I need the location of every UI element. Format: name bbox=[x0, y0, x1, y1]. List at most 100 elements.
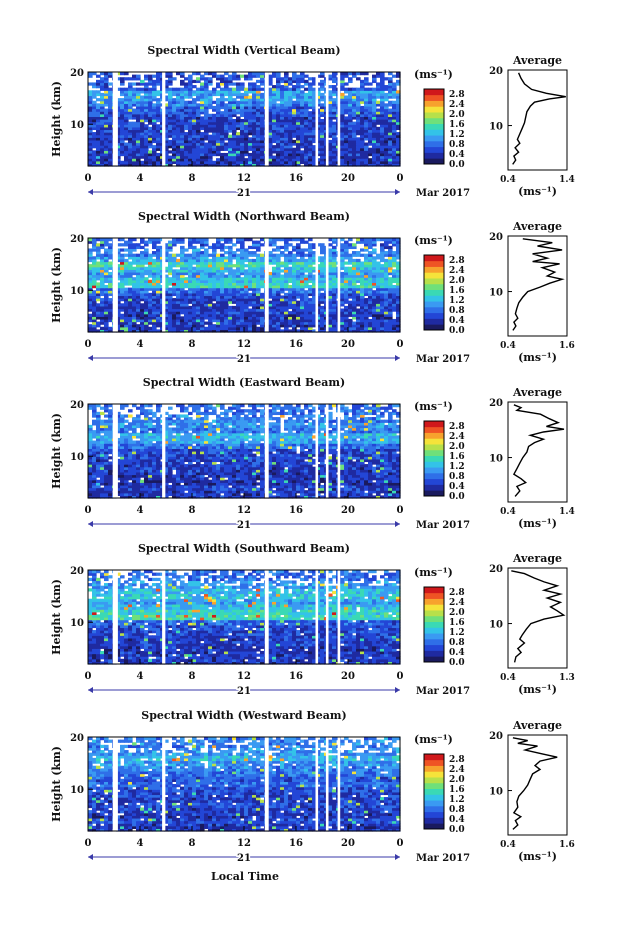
heatmap-cell bbox=[168, 145, 173, 149]
heatmap-cell bbox=[352, 92, 357, 97]
heatmap-cell bbox=[136, 326, 141, 330]
heatmap-cell bbox=[268, 311, 273, 315]
heatmap-cell bbox=[332, 137, 337, 141]
heatmap-cell bbox=[180, 139, 185, 144]
heatmap-cell bbox=[108, 277, 113, 281]
heatmap-cell bbox=[196, 87, 201, 91]
heatmap-cell bbox=[248, 326, 253, 330]
heatmap-cell bbox=[352, 311, 357, 315]
heatmap-cell bbox=[184, 82, 189, 86]
heatmap-cell bbox=[392, 285, 397, 289]
heatmap-cell bbox=[372, 150, 377, 154]
heatmap-cell bbox=[212, 145, 217, 149]
heatmap-cell bbox=[228, 108, 233, 112]
heatmap-cell bbox=[380, 313, 385, 317]
heatmap-cell bbox=[172, 313, 177, 317]
heatmap-cell bbox=[340, 290, 345, 294]
heatmap-cell bbox=[240, 126, 245, 131]
heatmap-cell bbox=[240, 163, 245, 167]
heatmap-cell bbox=[348, 126, 353, 131]
heatmap-cell bbox=[292, 264, 297, 268]
heatmap-cell bbox=[380, 266, 385, 270]
heatmap-cell bbox=[108, 103, 113, 107]
heatmap-cell bbox=[256, 277, 261, 281]
heatmap-cell bbox=[316, 258, 321, 263]
heatmap-cell bbox=[356, 316, 361, 320]
heatmap-cell bbox=[344, 124, 349, 128]
heatmap-cell bbox=[240, 132, 245, 136]
heatmap-cell bbox=[360, 129, 365, 133]
heatmap-cell bbox=[280, 105, 285, 110]
heatmap-cell bbox=[280, 295, 285, 299]
heatmap-cell bbox=[288, 298, 293, 302]
heatmap-cell bbox=[308, 158, 313, 162]
heatmap-cell bbox=[284, 305, 289, 310]
heatmap-cell bbox=[260, 279, 265, 283]
heatmap-cell bbox=[356, 147, 361, 151]
heatmap-cell bbox=[396, 243, 401, 247]
heatmap-cell bbox=[344, 108, 349, 112]
heatmap-cell bbox=[284, 261, 289, 265]
heatmap-cell bbox=[244, 103, 249, 107]
heatmap-cell bbox=[228, 271, 233, 276]
heatmap-cell bbox=[188, 321, 193, 325]
heatmap-cell bbox=[344, 279, 349, 283]
heatmap-cell bbox=[184, 261, 189, 265]
heatmap-cell bbox=[380, 95, 385, 99]
heatmap-cell bbox=[204, 269, 209, 273]
heatmap-cell bbox=[276, 134, 281, 138]
heatmap-cell bbox=[332, 324, 337, 328]
heatmap-cell bbox=[252, 264, 257, 268]
heatmap-cell bbox=[360, 253, 365, 257]
heatmap-cell bbox=[332, 79, 337, 84]
heatmap-cell bbox=[208, 266, 213, 270]
heatmap-cell bbox=[148, 256, 153, 260]
heatmap-cell bbox=[220, 111, 225, 115]
heatmap-cell bbox=[268, 90, 273, 94]
heatmap-cell bbox=[180, 290, 185, 294]
heatmap-cell bbox=[228, 158, 233, 162]
heatmap-cell bbox=[100, 290, 105, 294]
heatmap-cell bbox=[244, 316, 249, 320]
heatmap-cell bbox=[184, 308, 189, 312]
heatmap-cell bbox=[156, 261, 161, 265]
heatmap-cell bbox=[224, 116, 229, 120]
heatmap-cell bbox=[252, 277, 257, 281]
heatmap-cell bbox=[396, 134, 401, 138]
heatmap-cell bbox=[300, 324, 305, 328]
heatmap-cell bbox=[328, 321, 333, 325]
heatmap-cell bbox=[308, 126, 313, 131]
heatmap-cell bbox=[172, 160, 177, 164]
heatmap-cell bbox=[136, 147, 141, 151]
heatmap-cell bbox=[224, 163, 229, 167]
heatmap-cell bbox=[188, 258, 193, 263]
heatmap-cell bbox=[184, 111, 189, 115]
heatmap-cell bbox=[260, 82, 265, 86]
heatmap-cell bbox=[300, 95, 305, 99]
heatmap-cell bbox=[272, 266, 277, 270]
heatmap-cell bbox=[220, 158, 225, 162]
heatmap-cell bbox=[144, 142, 149, 146]
heatmap-cell bbox=[196, 290, 201, 294]
heatmap-cell bbox=[388, 163, 393, 167]
heatmap-cell bbox=[236, 253, 241, 257]
heatmap-cell bbox=[136, 266, 141, 270]
heatmap-cell bbox=[132, 269, 137, 273]
heatmap-cell bbox=[132, 279, 137, 283]
heatmap-cell bbox=[148, 95, 153, 99]
heatmap-cell bbox=[280, 132, 285, 136]
heatmap-cell bbox=[316, 308, 321, 312]
heatmap-cell bbox=[164, 316, 169, 320]
heatmap-cell bbox=[244, 321, 249, 325]
heatmap-cell bbox=[136, 103, 141, 107]
heatmap-cell bbox=[104, 152, 109, 157]
heatmap-cell bbox=[380, 158, 385, 162]
heatmap-cell bbox=[136, 145, 141, 149]
heatmap-cell bbox=[180, 121, 185, 125]
heatmap-cell bbox=[120, 126, 125, 131]
heatmap-cell bbox=[396, 329, 401, 333]
heatmap-cell bbox=[188, 298, 193, 302]
heatmap-cell bbox=[104, 150, 109, 154]
heatmap-cell bbox=[272, 324, 277, 328]
heatmap-cell bbox=[200, 279, 205, 283]
